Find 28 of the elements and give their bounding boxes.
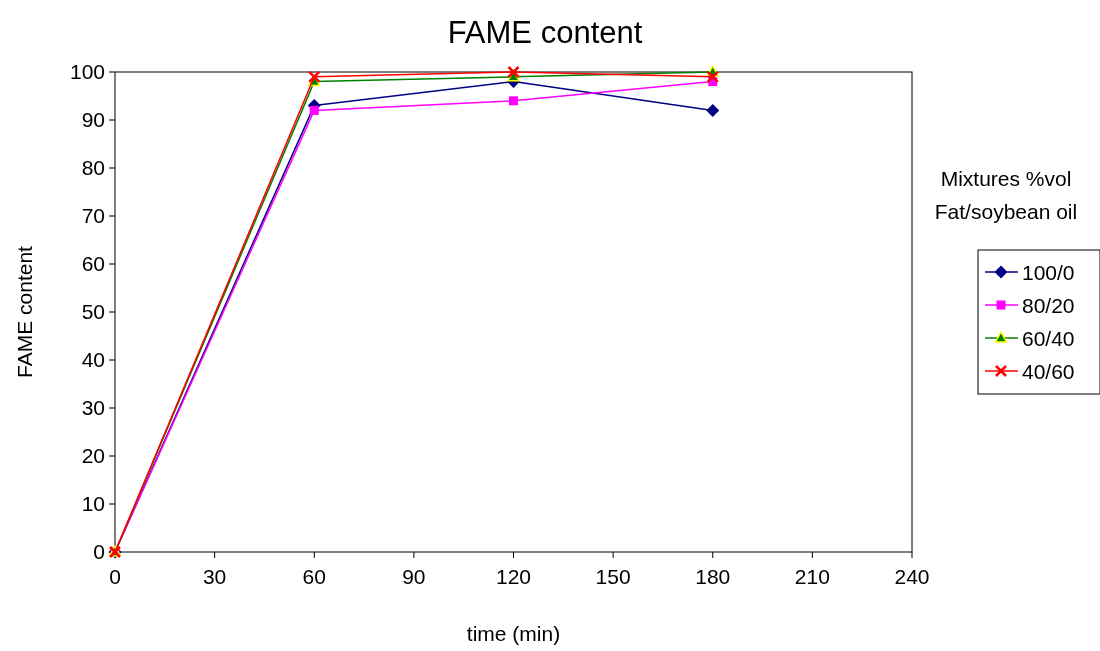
- y-tick-label: 60: [81, 252, 105, 275]
- y-tick-label: 90: [81, 108, 105, 131]
- legend-label: 80/20: [1022, 294, 1075, 317]
- legend-label: 100/0: [1022, 261, 1075, 284]
- x-tick-label: 90: [402, 565, 426, 588]
- x-tick-label: 120: [495, 565, 532, 588]
- legend-title: Mixtures %vol Fat/soybean oil: [934, 167, 1078, 223]
- x-tick-label: 150: [595, 565, 631, 588]
- y-tick-label: 30: [81, 396, 105, 419]
- x-tick-label: 0: [109, 565, 121, 588]
- x-tick-label: 180: [695, 565, 731, 588]
- x-tick-label: 30: [202, 565, 227, 588]
- x-axis-title: time (min): [466, 622, 561, 645]
- y-tick-label: 70: [81, 204, 105, 227]
- y-tick-label: 50: [81, 300, 105, 323]
- y-tick-label: 100: [69, 60, 105, 83]
- y-tick-label: 10: [81, 492, 105, 515]
- y-tick-label: 20: [81, 444, 105, 467]
- x-tick-label: 60: [302, 565, 326, 588]
- legend-label: 40/60: [1022, 360, 1075, 383]
- legend-label: 60/40: [1022, 327, 1075, 350]
- y-tick-label: 40: [81, 348, 105, 371]
- y-axis-title: FAME content: [13, 245, 36, 378]
- chart-title: FAME content: [447, 15, 643, 50]
- y-tick-label: 0: [93, 540, 105, 563]
- x-tick-label: 240: [894, 565, 930, 588]
- x-tick-label: 210: [794, 565, 830, 588]
- y-tick-label: 80: [81, 156, 105, 179]
